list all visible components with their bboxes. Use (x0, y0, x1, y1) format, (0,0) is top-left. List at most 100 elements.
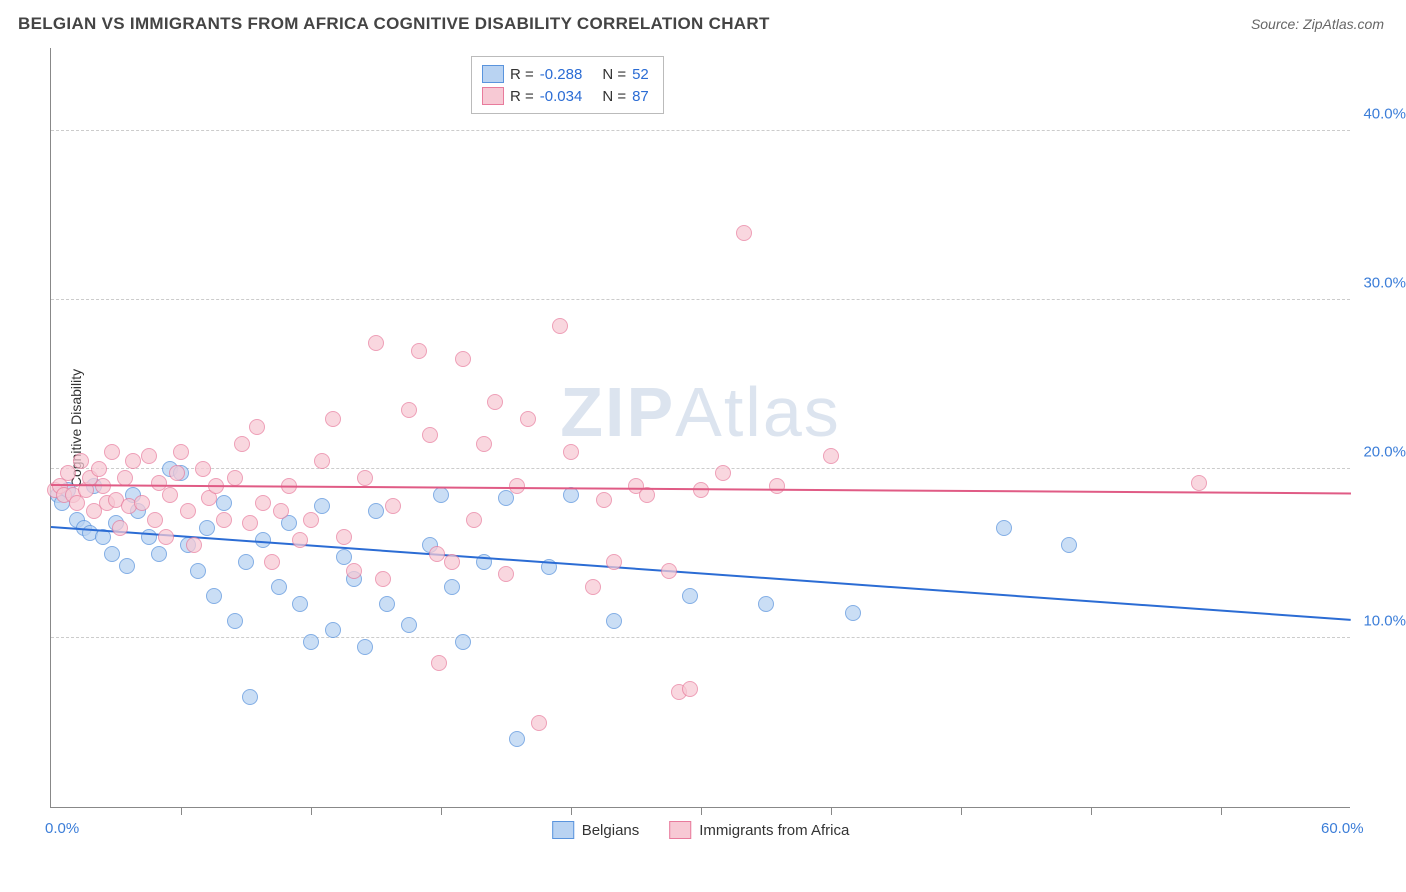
y-tick-label: 40.0% (1363, 106, 1406, 123)
data-point (271, 579, 287, 595)
data-point (199, 520, 215, 536)
x-tick (1091, 807, 1092, 815)
data-point (563, 444, 579, 460)
data-point (249, 419, 265, 435)
data-point (606, 554, 622, 570)
data-point (60, 465, 76, 481)
legend-label: Belgians (582, 822, 640, 839)
gridline (51, 130, 1350, 131)
data-point (996, 520, 1012, 536)
data-point (1191, 475, 1207, 491)
y-tick-label: 30.0% (1363, 275, 1406, 292)
data-point (375, 571, 391, 587)
data-point (520, 411, 536, 427)
data-point (292, 596, 308, 612)
data-point (682, 588, 698, 604)
stats-legend-row: R = -0.288N = 52 (482, 63, 649, 85)
data-point (147, 512, 163, 528)
data-point (206, 588, 222, 604)
data-point (119, 558, 135, 574)
data-point (444, 554, 460, 570)
data-point (476, 436, 492, 452)
data-point (606, 613, 622, 629)
data-point (682, 681, 698, 697)
stat-n-value: 52 (632, 66, 649, 83)
gridline (51, 637, 1350, 638)
stat-r-value: -0.034 (540, 88, 583, 105)
data-point (758, 596, 774, 612)
data-point (158, 529, 174, 545)
data-point (509, 731, 525, 747)
data-point (195, 461, 211, 477)
stat-n-value: 87 (632, 88, 649, 105)
x-tick (961, 807, 962, 815)
data-point (125, 453, 141, 469)
y-tick-label: 10.0% (1363, 613, 1406, 630)
data-point (104, 444, 120, 460)
series-legend-item: Belgians (552, 821, 640, 839)
data-point (117, 470, 133, 486)
chart-source: Source: ZipAtlas.com (1251, 16, 1384, 32)
stat-r-label: R = (510, 88, 534, 105)
data-point (455, 634, 471, 650)
x-tick (571, 807, 572, 815)
data-point (162, 487, 178, 503)
data-point (431, 655, 447, 671)
data-point (112, 520, 128, 536)
chart-title: BELGIAN VS IMMIGRANTS FROM AFRICA COGNIT… (18, 14, 770, 34)
data-point (466, 512, 482, 528)
legend-swatch (482, 87, 504, 105)
x-tick-label: 60.0% (1321, 820, 1364, 837)
data-point (433, 487, 449, 503)
data-point (336, 549, 352, 565)
stat-n-label: N = (602, 66, 626, 83)
data-point (227, 470, 243, 486)
data-point (368, 503, 384, 519)
data-point (715, 465, 731, 481)
x-tick (181, 807, 182, 815)
data-point (661, 563, 677, 579)
data-point (585, 579, 601, 595)
data-point (141, 448, 157, 464)
chart-container: Cognitive Disability ZIPAtlas 10.0%20.0%… (50, 48, 1386, 808)
data-point (234, 436, 250, 452)
data-point (769, 478, 785, 494)
data-point (325, 622, 341, 638)
data-point (190, 563, 206, 579)
data-point (216, 495, 232, 511)
data-point (368, 335, 384, 351)
chart-header: BELGIAN VS IMMIGRANTS FROM AFRICA COGNIT… (0, 0, 1406, 38)
data-point (134, 495, 150, 511)
data-point (238, 554, 254, 570)
y-tick-label: 20.0% (1363, 444, 1406, 461)
data-point (429, 546, 445, 562)
data-point (173, 444, 189, 460)
x-tick (441, 807, 442, 815)
data-point (498, 566, 514, 582)
x-tick-label: 0.0% (45, 820, 79, 837)
data-point (336, 529, 352, 545)
trend-line (51, 526, 1351, 621)
data-point (169, 465, 185, 481)
gridline (51, 468, 1350, 469)
data-point (411, 343, 427, 359)
data-point (401, 617, 417, 633)
data-point (227, 613, 243, 629)
data-point (455, 351, 471, 367)
data-point (552, 318, 568, 334)
stats-legend-row: R = -0.034N = 87 (482, 85, 649, 107)
data-point (255, 495, 271, 511)
data-point (292, 532, 308, 548)
data-point (242, 515, 258, 531)
x-tick (701, 807, 702, 815)
data-point (186, 537, 202, 553)
stats-legend: R = -0.288N = 52R = -0.034N = 87 (471, 56, 664, 114)
data-point (385, 498, 401, 514)
data-point (73, 453, 89, 469)
data-point (379, 596, 395, 612)
x-tick (1221, 807, 1222, 815)
data-point (1061, 537, 1077, 553)
data-point (357, 470, 373, 486)
data-point (314, 453, 330, 469)
data-point (422, 427, 438, 443)
